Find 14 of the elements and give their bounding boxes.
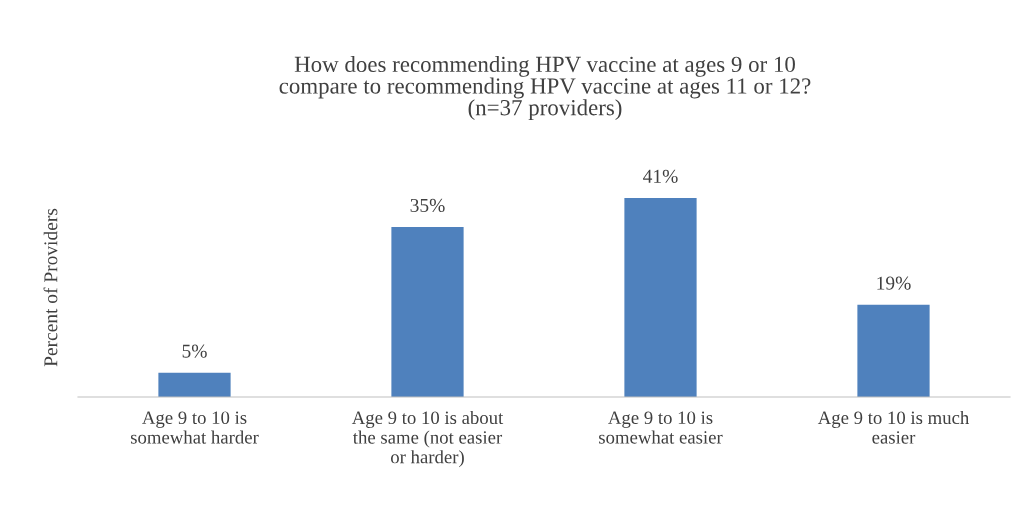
data-label: 19% <box>877 276 911 290</box>
chart-title: How does recommending HPV vaccine at ages 9 or 10 compare to recommending HPV vaccine at ages 11 or 12? (n=37 providers) <box>279 55 811 121</box>
x-tick-label: Age 9 to 10 is much easier <box>817 410 970 444</box>
data-label: 35% <box>410 198 445 213</box>
bar <box>857 304 930 397</box>
data-label: 41% <box>643 169 678 183</box>
y-axis-title: Percent of Providers <box>43 208 58 367</box>
x-tick-label: Age 9 to 10 is somewhat harder <box>130 411 259 444</box>
bar <box>158 372 231 397</box>
bar <box>624 197 697 397</box>
data-label: 5% <box>182 344 207 358</box>
bar <box>391 227 464 397</box>
x-tick-label: Age 9 to 10 is somewhat easier <box>599 411 723 444</box>
x-tick-label: Age 9 to 10 is about the same (not easier or harder) <box>351 410 504 468</box>
